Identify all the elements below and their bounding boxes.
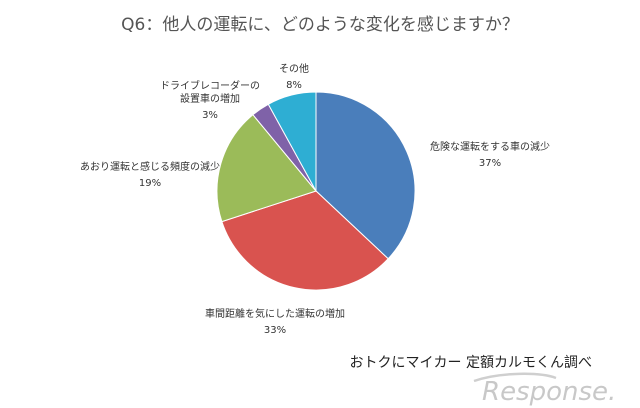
slice-label-text: ドライブレコーダーの bbox=[160, 79, 260, 92]
slice-value-label: 19% bbox=[139, 178, 161, 189]
slice-label: あおり運転と感じる頻度の減少 19% bbox=[80, 160, 220, 189]
logo-swoosh bbox=[473, 372, 557, 383]
slice-label-text: 危険な運転をする車の減少 bbox=[430, 140, 550, 153]
slice-label-text: その他 bbox=[279, 62, 309, 75]
pie-slice bbox=[221, 190, 389, 291]
slice-label-text: 設置車の増加 bbox=[180, 92, 240, 105]
slice-value-label: 37% bbox=[479, 158, 501, 169]
pie-slice bbox=[216, 114, 317, 223]
logo-text: Response. bbox=[482, 377, 616, 407]
slice-label-text: 車間距離を気にした運転の増加 bbox=[205, 307, 345, 320]
slice-label-text: あおり運転と感じる頻度の減少 bbox=[80, 160, 220, 173]
slice-value-label: 8% bbox=[286, 80, 302, 91]
slice-label: 危険な運転をする車の減少 37% bbox=[430, 140, 550, 169]
response-logo: Response. bbox=[473, 372, 616, 407]
pie-slice bbox=[315, 91, 416, 260]
pie-slices bbox=[216, 91, 416, 291]
slice-label: その他 8% bbox=[279, 62, 309, 91]
slice-value-label: 33% bbox=[264, 325, 286, 336]
pie-labels: 危険な運転をする車の減少 37% 車間距離を気にした運転の増加 33% あおり運転と感じ… bbox=[80, 62, 550, 336]
source-credit: おトクにマイカー 定額カルモくん調べ bbox=[350, 355, 592, 371]
slice-value-label: 3% bbox=[202, 110, 218, 121]
slice-label: 車間距離を気にした運転の増加 33% bbox=[205, 307, 345, 336]
pie-slice bbox=[267, 91, 317, 192]
chart-title: Q6：他人の運転に、どのような変化を感じますか？ bbox=[121, 15, 519, 35]
